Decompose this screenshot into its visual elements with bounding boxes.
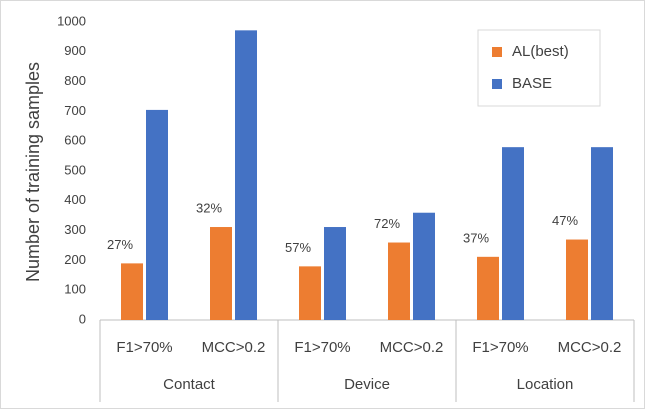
y-tick-label: 700	[64, 103, 86, 118]
bar	[502, 147, 524, 320]
bar-annotation: 37%	[463, 230, 489, 245]
y-tick-label: 500	[64, 162, 86, 177]
legend-swatch	[492, 47, 502, 57]
bar	[121, 263, 143, 320]
y-axis-label: Number of training samples	[23, 62, 43, 282]
y-tick-label: 400	[64, 192, 86, 207]
bar-annotation: 27%	[107, 237, 133, 252]
group-label: Location	[517, 376, 574, 393]
x-tick-label: MCC>0.2	[380, 339, 444, 356]
y-tick-label: 600	[64, 133, 86, 148]
y-tick-label: 100	[64, 282, 86, 297]
bar	[591, 147, 613, 320]
bar	[413, 212, 435, 320]
legend-swatch	[492, 79, 502, 89]
bar	[477, 256, 499, 320]
y-tick-label: 1000	[57, 13, 86, 28]
group-label: Device	[344, 376, 390, 393]
bar-annotation: 47%	[552, 213, 578, 228]
x-tick-label: MCC>0.2	[202, 339, 266, 356]
y-tick-label: 300	[64, 222, 86, 237]
bar	[146, 109, 168, 320]
bar	[210, 227, 232, 320]
bar-annotation: 72%	[374, 216, 400, 231]
bar	[388, 242, 410, 320]
legend-label: AL(best)	[512, 43, 569, 60]
x-tick-label: F1>70%	[294, 339, 350, 356]
y-tick-label: 900	[64, 43, 86, 58]
bar	[324, 227, 346, 320]
bar	[566, 239, 588, 320]
bar-annotation: 57%	[285, 240, 311, 255]
y-tick-label: 800	[64, 73, 86, 88]
x-tick-label: F1>70%	[472, 339, 528, 356]
bar-annotation: 32%	[196, 200, 222, 215]
bar	[299, 266, 321, 320]
y-tick-label: 200	[64, 252, 86, 267]
legend-box	[477, 29, 601, 107]
legend-label: BASE	[512, 75, 552, 92]
group-label: Contact	[163, 376, 216, 393]
y-tick-label: 0	[79, 311, 86, 326]
x-tick-label: F1>70%	[116, 339, 172, 356]
bar	[235, 30, 257, 321]
x-tick-label: MCC>0.2	[558, 339, 622, 356]
